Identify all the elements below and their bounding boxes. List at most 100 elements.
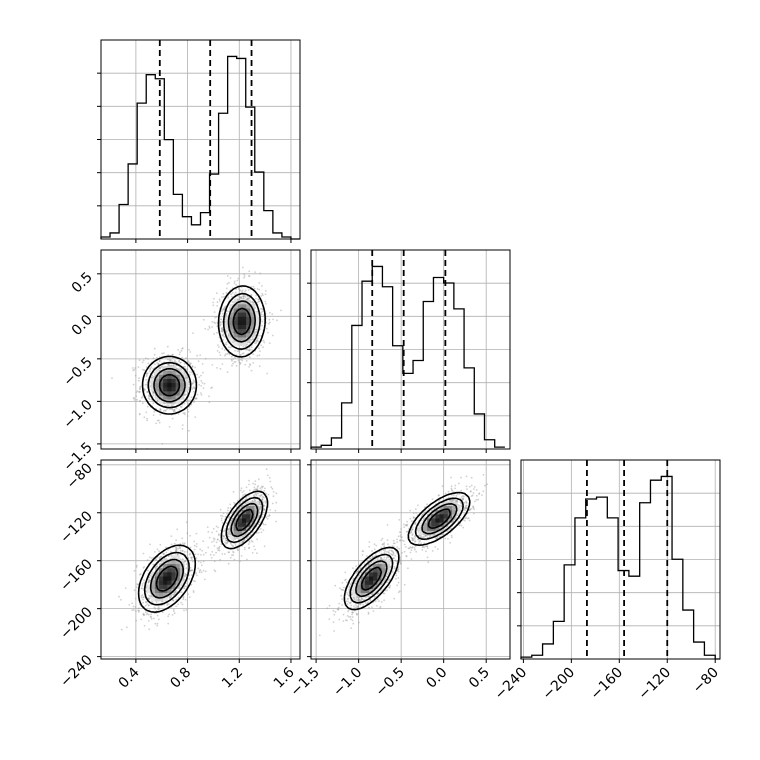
- density-cell: [167, 571, 172, 577]
- scatter-point: [399, 556, 402, 559]
- scatter-point: [184, 365, 186, 368]
- scatter-point: [219, 321, 222, 323]
- scatter-point: [233, 282, 236, 285]
- scatter-point: [138, 400, 141, 403]
- scatter-point: [229, 346, 232, 349]
- scatter-point: [201, 363, 204, 365]
- scatter-point: [198, 383, 201, 386]
- scatter-point: [398, 590, 401, 593]
- scatter-point: [248, 341, 251, 344]
- scatter-point: [246, 341, 249, 344]
- scatter-point: [146, 383, 148, 386]
- scatter-point: [195, 397, 197, 400]
- scatter-point: [404, 546, 407, 548]
- scatter-point: [337, 608, 340, 611]
- scatter-point: [220, 519, 223, 522]
- scatter-point: [264, 523, 267, 526]
- scatter-point: [191, 569, 194, 571]
- scatter-point: [195, 397, 198, 400]
- scatter-point: [189, 399, 192, 402]
- scatter-point: [141, 395, 144, 398]
- scatter-point: [229, 542, 232, 544]
- scatter-point: [179, 543, 182, 545]
- scatter-point: [254, 271, 256, 273]
- scatter-point: [230, 355, 233, 358]
- scatter-point: [200, 380, 203, 382]
- scatter-point: [193, 580, 195, 582]
- scatter-point: [255, 331, 258, 333]
- scatter-point: [260, 485, 263, 488]
- scatter-point: [194, 366, 197, 369]
- scatter-point: [198, 571, 201, 574]
- scatter-point: [175, 546, 178, 549]
- scatter-point: [259, 328, 262, 331]
- scatter-point: [349, 615, 352, 618]
- scatter-point: [137, 611, 140, 613]
- scatter-point: [182, 596, 185, 599]
- scatter-point: [153, 371, 156, 374]
- scatter-point: [334, 610, 337, 613]
- scatter-point: [193, 400, 196, 402]
- scatter-point: [170, 551, 172, 553]
- scatter-point: [192, 590, 195, 592]
- scatter-point: [249, 348, 252, 351]
- density-cell: [241, 316, 247, 321]
- scatter-point: [399, 535, 402, 538]
- scatter-point: [236, 350, 239, 353]
- scatter-point: [347, 610, 349, 613]
- scatter-point: [242, 295, 245, 298]
- scatter-point: [223, 535, 226, 538]
- pair-plot-area: [118, 468, 278, 631]
- scatter-point: [354, 604, 357, 606]
- density-cell: [237, 332, 243, 338]
- scatter-point: [150, 366, 153, 369]
- density-cell: [163, 563, 168, 569]
- scatter-point: [192, 381, 195, 383]
- scatter-point: [136, 399, 138, 401]
- scatter-point: [247, 289, 250, 291]
- scatter-point: [473, 486, 476, 488]
- scatter-point: [153, 347, 156, 350]
- scatter-point: [132, 605, 135, 608]
- scatter-point: [189, 570, 192, 572]
- scatter-point: [148, 580, 150, 583]
- scatter-point: [350, 618, 352, 620]
- scatter-point: [242, 540, 245, 543]
- density-cell: [233, 303, 239, 309]
- scatter-point: [397, 591, 400, 594]
- density-cell: [246, 308, 251, 313]
- density-cell: [163, 592, 168, 598]
- scatter-point: [126, 626, 128, 629]
- scatter-point: [159, 543, 162, 546]
- scatter-point: [256, 288, 259, 290]
- scatter-point: [218, 300, 221, 302]
- scatter-point: [215, 530, 218, 533]
- scatter-point: [256, 337, 259, 339]
- scatter-point: [181, 603, 184, 606]
- scatter-point: [218, 547, 220, 550]
- scatter-point: [333, 630, 335, 632]
- scatter-point: [243, 534, 246, 537]
- scatter-point: [242, 540, 245, 542]
- scatter-point: [421, 546, 424, 549]
- scatter-point: [149, 367, 152, 370]
- scatter-point: [171, 353, 174, 356]
- scatter-point: [179, 361, 182, 364]
- scatter-point: [238, 349, 240, 352]
- density-cell: [237, 328, 243, 334]
- scatter-point: [260, 494, 262, 496]
- scatter-point: [248, 541, 251, 544]
- histogram-frame: [520, 459, 721, 660]
- scatter-point: [255, 310, 258, 313]
- scatter-point: [178, 360, 181, 363]
- scatter-point: [371, 556, 374, 559]
- scatter-point: [153, 375, 156, 378]
- density-cell: [175, 563, 181, 569]
- scatter-point: [238, 351, 241, 353]
- scatter-point: [270, 486, 273, 489]
- scatter-point: [358, 621, 360, 624]
- scatter-point: [248, 366, 251, 368]
- scatter-point: [165, 408, 168, 411]
- scatter-point: [259, 495, 262, 498]
- scatter-point: [264, 293, 267, 296]
